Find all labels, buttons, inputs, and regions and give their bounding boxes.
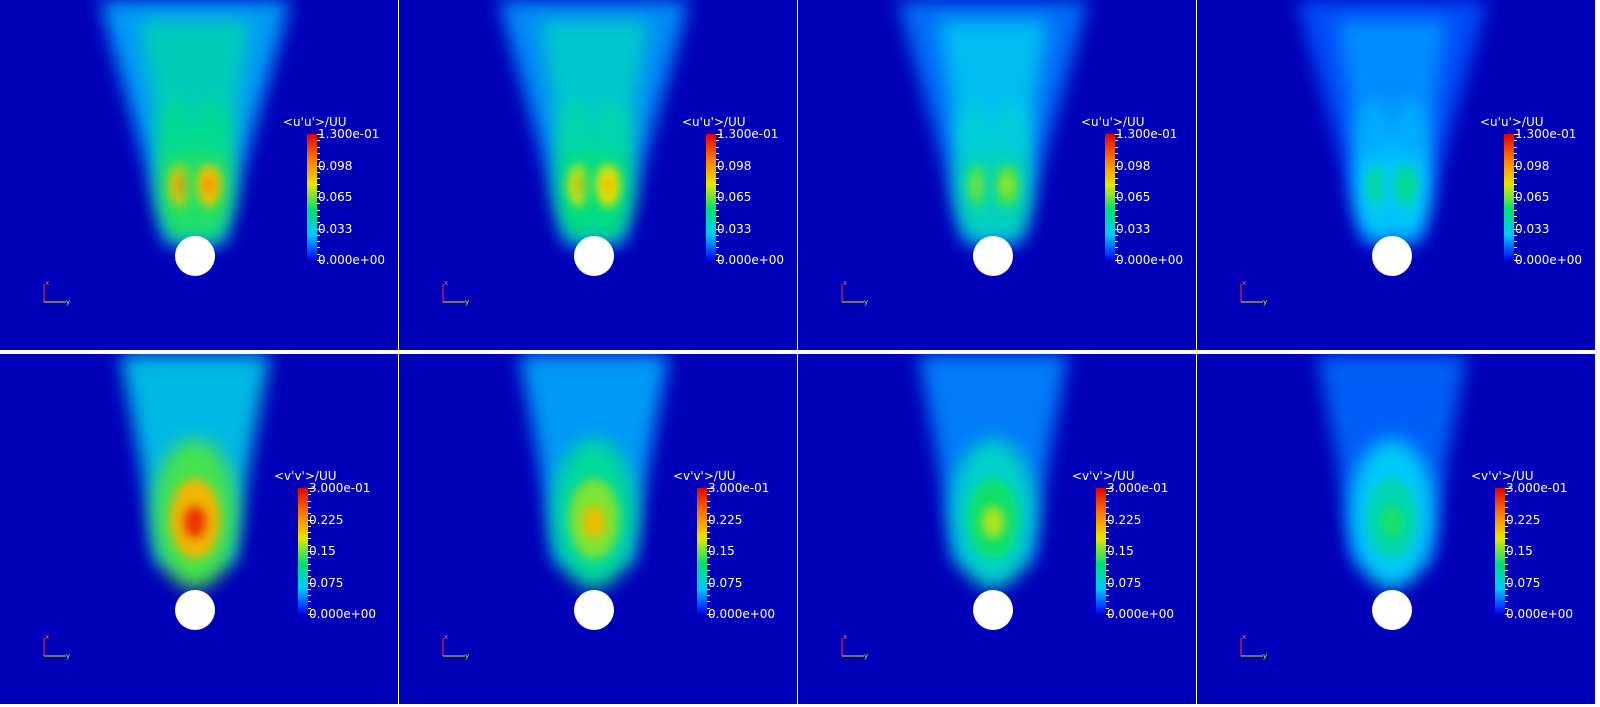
contour-panel: <v'v'>/UU 3.000e-01 0.225 0.15 0.075 0.000e+0… (798, 354, 1196, 704)
cylinder (175, 236, 215, 276)
shear-lobe-max (204, 176, 214, 194)
contour-field (499, 0, 689, 276)
wake-lobe-max (982, 506, 1004, 538)
secondary-lobe (957, 100, 993, 160)
cylinder (574, 236, 614, 276)
cylinder (973, 590, 1013, 630)
wake-lobe-max (184, 506, 206, 538)
shear-lobe-max (1401, 176, 1411, 194)
contour-field (100, 0, 290, 276)
y-axis-label: y (465, 652, 469, 660)
y-axis-label: y (465, 298, 469, 306)
x-axis-label: x (1242, 280, 1246, 287)
y-axis-label: y (1263, 298, 1267, 306)
secondary-lobe (993, 100, 1029, 160)
wake-lobe-max (583, 506, 605, 538)
contour-panel: <u'u'>/UU 1.300e-01 0.098 0.065 0.033 0.000e+… (1197, 0, 1595, 350)
shear-lobe-max (603, 176, 613, 194)
x-axis-label: x (1242, 634, 1246, 641)
secondary-lobe (159, 100, 195, 160)
shear-lobe-max (176, 176, 186, 194)
contour-panel: <v'v'>/UU 3.000e-01 0.225 0.15 0.075 0.000e+0… (399, 354, 797, 704)
x-axis-label: x (45, 280, 49, 287)
contour-panel: <u'u'>/UU 1.300e-01 0.098 0.065 0.033 0.000e+… (798, 0, 1196, 350)
x-axis-label: x (45, 634, 49, 641)
contour-field (519, 354, 669, 630)
y-axis-label: y (1263, 652, 1267, 660)
contour-field (1317, 354, 1467, 630)
contour-panel: <u'u'>/UU 1.300e-01 0.098 0.065 0.033 0.000e+… (399, 0, 797, 350)
contour-panel: <u'u'>/UU 1.300e-01 0.098 0.065 0.033 0.000e+… (0, 0, 398, 350)
secondary-lobe (195, 100, 231, 160)
y-axis-label: y (66, 298, 70, 306)
secondary-lobe (594, 100, 630, 160)
contour-field (898, 0, 1088, 276)
contour-field (120, 354, 270, 630)
shear-lobe-max (974, 176, 984, 194)
secondary-lobe (1392, 100, 1428, 160)
x-axis-label: x (843, 280, 847, 287)
x-axis-label: x (444, 280, 448, 287)
cylinder (1372, 590, 1412, 630)
cylinder (1372, 236, 1412, 276)
y-axis-label: y (66, 652, 70, 660)
contour-panel: <v'v'>/UU 3.000e-01 0.225 0.15 0.075 0.000e+0… (1197, 354, 1595, 704)
secondary-lobe (558, 100, 594, 160)
x-axis-label: x (843, 634, 847, 641)
secondary-lobe (1356, 100, 1392, 160)
shear-lobe-max (1373, 176, 1383, 194)
contour-panel: <v'v'>/UU 3.000e-01 0.225 0.15 0.075 0.000e+0… (0, 354, 398, 704)
cylinder (175, 590, 215, 630)
shear-lobe-max (1002, 176, 1012, 194)
contour-field (1297, 0, 1487, 276)
shear-lobe-max (575, 176, 585, 194)
wake-lobe-max (1381, 506, 1403, 538)
y-axis-label: y (864, 652, 868, 660)
contour-field (918, 354, 1068, 630)
cylinder (973, 236, 1013, 276)
cylinder (574, 590, 614, 630)
y-axis-label: y (864, 298, 868, 306)
x-axis-label: x (444, 634, 448, 641)
